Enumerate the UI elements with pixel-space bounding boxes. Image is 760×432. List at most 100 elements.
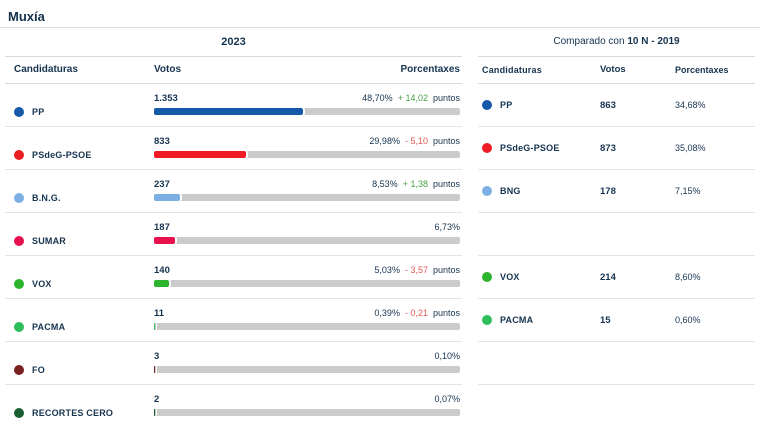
table-row: PACMA 11 0,39% - 0,21 puntos <box>5 299 462 342</box>
percent-value: 0,07% <box>434 394 460 404</box>
table-row-empty <box>478 385 755 428</box>
left-column-headers: Candidaturas Votos Porcentaxes <box>5 57 462 84</box>
delta-value: - 3,57 <box>404 265 428 275</box>
percent-bar-fill <box>154 237 175 244</box>
percent-value: 5,03% <box>374 265 400 275</box>
table-row-empty <box>478 342 755 385</box>
votes-value: 3 <box>154 351 160 362</box>
percent-bar-track <box>154 237 460 244</box>
result-cell: 187 6,73% <box>154 222 460 244</box>
col-header-candidaturas: Candidaturas <box>482 65 542 75</box>
party-color-dot-icon <box>14 322 24 332</box>
party-name: SUMAR <box>32 236 66 246</box>
percent-line: 0,39% - 0,21 puntos <box>374 308 460 319</box>
percent-value: 34,68% <box>675 100 706 110</box>
party-cell: SUMAR <box>14 236 154 246</box>
party-name: PP <box>32 107 45 117</box>
results-tables: 2023 Candidaturas Votos Porcentaxes PP 1… <box>0 28 760 428</box>
percent-bar-track <box>154 323 460 330</box>
votes-value: 2 <box>154 394 160 405</box>
votes-value: 833 <box>154 136 170 147</box>
year-header: 2023 <box>5 28 462 57</box>
party-cell: RECORTES CERO <box>14 408 154 418</box>
party-name: VOX <box>500 272 520 282</box>
party-cell <box>482 402 600 412</box>
table-row: PSdeG-PSOE 873 35,08% <box>478 127 755 170</box>
percent-value: 8,53% <box>372 179 398 189</box>
party-name: PSdeG-PSOE <box>32 150 92 160</box>
percent-value: 8,60% <box>675 272 701 282</box>
table-row: PP 1.353 48,70% + 14,02 puntos <box>5 84 462 127</box>
comparison-election-name: 10 N - 2019 <box>627 36 680 47</box>
percent-bar-track <box>154 151 460 158</box>
results-table-2019-comparison: Comparado con 10 N - 2019 Candidaturas V… <box>478 28 755 428</box>
percent-value: 6,73% <box>434 222 460 232</box>
party-cell <box>482 358 600 368</box>
percent-line: 6,73% <box>434 222 460 233</box>
percent-line: 5,03% - 3,57 puntos <box>374 265 460 276</box>
puntos-label: puntos <box>432 93 460 103</box>
percent-value: 0,39% <box>374 308 400 318</box>
percent-bar-track <box>154 280 460 287</box>
result-cell: 237 8,53% + 1,38 puntos <box>154 179 460 201</box>
party-cell: PP <box>482 100 600 110</box>
percent-value: 7,15% <box>675 186 701 196</box>
puntos-label: puntos <box>432 179 460 189</box>
table-row: PSdeG-PSOE 833 29,98% - 5,10 puntos <box>5 127 462 170</box>
table-row: PP 863 34,68% <box>478 84 755 127</box>
party-cell: PACMA <box>482 315 600 325</box>
party-name: RECORTES CERO <box>32 408 114 418</box>
puntos-label: puntos <box>432 265 460 275</box>
party-color-dot-icon <box>482 315 492 325</box>
percent-line: 0,10% <box>434 351 460 362</box>
percent-value: 0,10% <box>434 351 460 361</box>
result-cell: 1.353 48,70% + 14,02 puntos <box>154 93 460 115</box>
comparison-header: Comparado con 10 N - 2019 <box>478 28 755 57</box>
results-table-2023: 2023 Candidaturas Votos Porcentaxes PP 1… <box>5 28 462 427</box>
col-header-votos: Votos <box>600 64 626 75</box>
votes-value: 1.353 <box>154 93 178 104</box>
table-row: PACMA 15 0,60% <box>478 299 755 342</box>
result-cell: 140 5,03% - 3,57 puntos <box>154 265 460 287</box>
col-header-votos: Votos <box>154 64 182 75</box>
percent-line: 29,98% - 5,10 puntos <box>369 136 460 147</box>
percent-bar-fill <box>154 151 246 158</box>
party-name: PACMA <box>32 322 66 332</box>
delta-value: - 0,21 <box>404 308 428 318</box>
party-color-dot-icon <box>14 365 24 375</box>
percent-value: 0,60% <box>675 315 701 325</box>
col-header-candidaturas: Candidaturas <box>14 64 78 75</box>
votes-value: 863 <box>600 99 616 111</box>
party-color-dot-icon <box>14 408 24 418</box>
result-cell: 2 0,07% <box>154 394 460 416</box>
party-color-dot-icon <box>482 186 492 196</box>
party-cell: PSdeG-PSOE <box>14 150 154 160</box>
party-cell: PP <box>14 107 154 117</box>
party-color-dot-icon <box>14 236 24 246</box>
party-color-dot-icon <box>482 272 492 282</box>
page-header: Muxía <box>0 0 760 28</box>
party-name: B.N.G. <box>32 193 61 203</box>
table-row: BNG 178 7,15% <box>478 170 755 213</box>
party-name: FO <box>32 365 45 375</box>
party-cell: PSdeG-PSOE <box>482 143 600 153</box>
party-cell: PACMA <box>14 322 154 332</box>
votes-value: 140 <box>154 265 170 276</box>
percent-line: 48,70% + 14,02 puntos <box>362 93 460 104</box>
puntos-label: puntos <box>432 136 460 146</box>
table-row: VOX 214 8,60% <box>478 256 755 299</box>
col-header-porcentaxes: Porcentaxes <box>400 64 460 75</box>
percent-bar-track <box>154 194 460 201</box>
votes-value: 11 <box>154 308 165 319</box>
percent-line: 0,07% <box>434 394 460 405</box>
page-title: Muxía <box>8 9 45 24</box>
party-color-dot-icon <box>14 107 24 117</box>
percent-bar-fill <box>154 194 181 201</box>
votes-value: 237 <box>154 179 170 190</box>
percent-value: 35,08% <box>675 143 706 153</box>
result-cell: 3 0,10% <box>154 351 460 373</box>
votes-value: 187 <box>154 222 170 233</box>
party-cell: BNG <box>482 186 600 196</box>
party-name: PP <box>500 100 513 110</box>
percent-bar-track <box>154 409 460 416</box>
